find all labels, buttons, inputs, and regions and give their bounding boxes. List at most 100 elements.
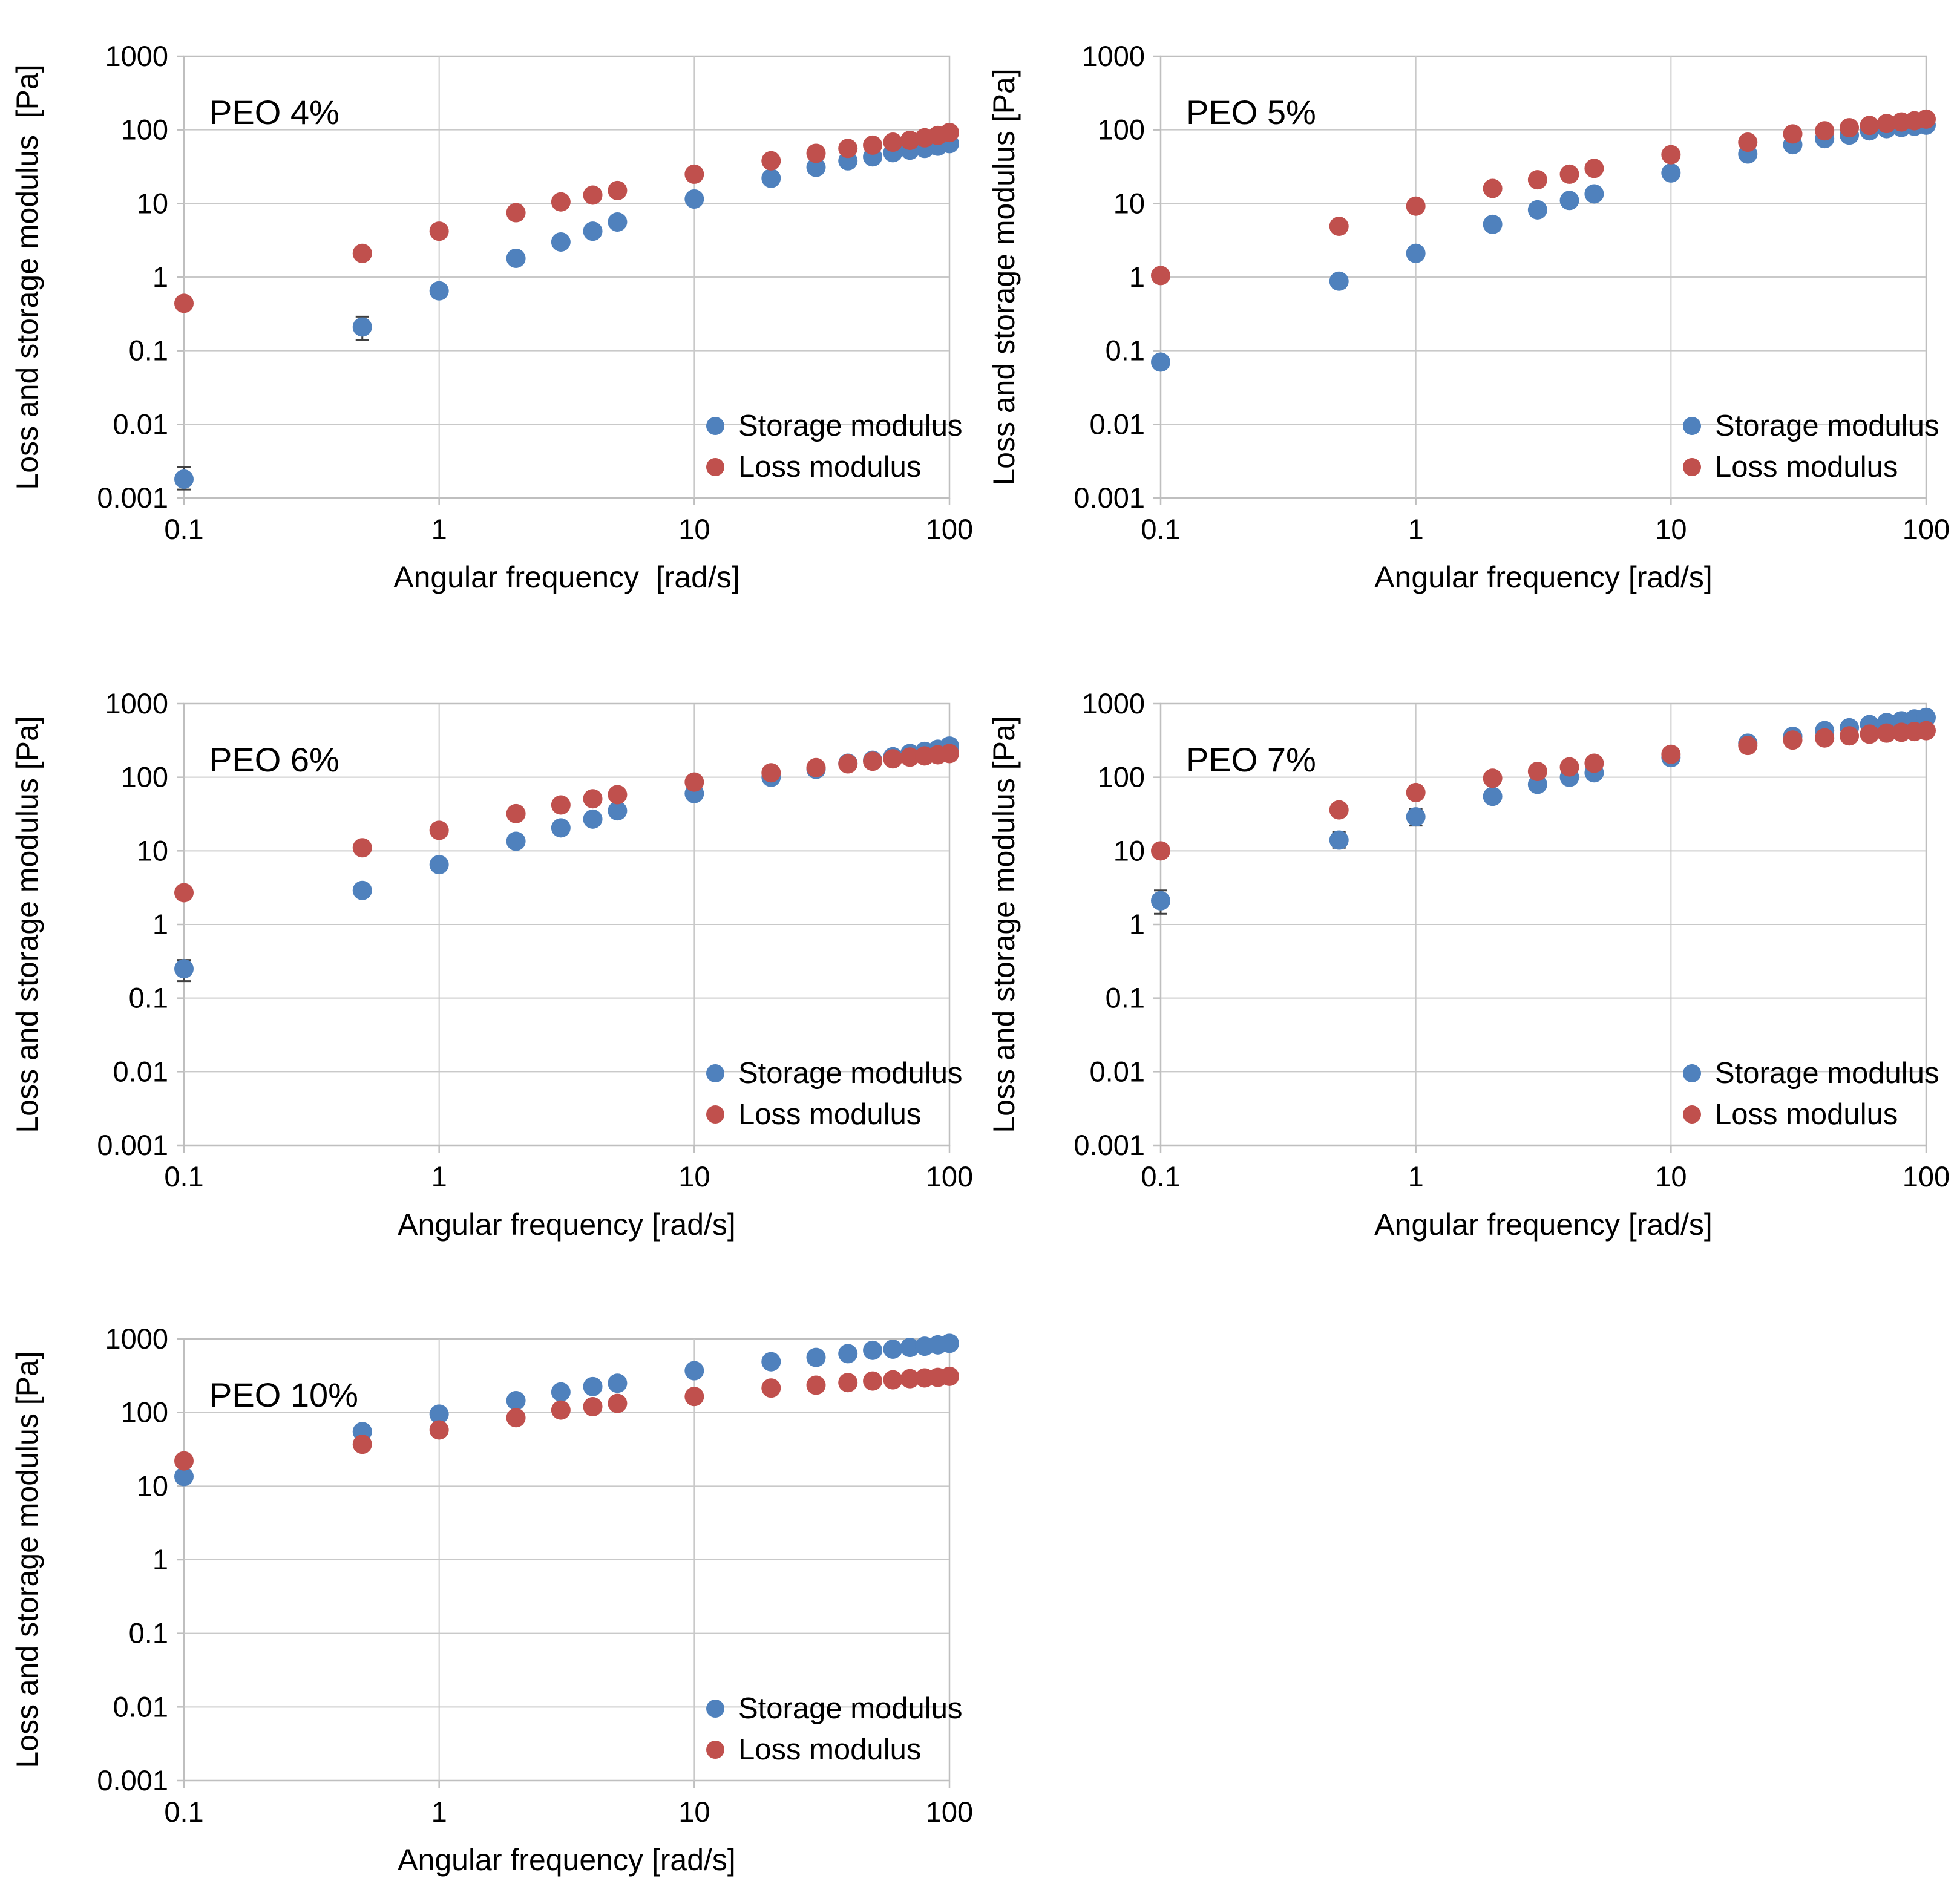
data-point	[806, 1375, 826, 1395]
data-point	[940, 744, 959, 764]
data-point	[506, 831, 526, 851]
x-tick-label: 1	[431, 513, 447, 545]
x-tick-label: 100	[926, 513, 973, 545]
data-point	[1584, 753, 1604, 773]
y-tick-label: 0.001	[97, 482, 168, 514]
legend-storage-icon	[1683, 1064, 1701, 1082]
data-point	[838, 754, 858, 774]
legend-loss-label: Loss modulus	[1715, 451, 1898, 483]
data-point	[429, 1420, 449, 1440]
series-loss	[174, 123, 959, 313]
y-tick-label: 10	[137, 187, 168, 219]
y-tick-label: 0.01	[113, 1690, 168, 1722]
data-point	[1559, 164, 1579, 184]
data-point	[684, 189, 704, 209]
legend-loss-icon	[706, 458, 724, 476]
data-point	[1527, 200, 1547, 220]
data-point	[806, 157, 826, 177]
data-point	[1860, 116, 1880, 136]
series-loss	[174, 744, 959, 903]
data-point	[1483, 787, 1503, 806]
x-tick-label: 1	[431, 1160, 447, 1192]
data-point	[429, 855, 449, 875]
x-tick-label: 10	[1655, 1160, 1687, 1192]
data-point	[1559, 757, 1579, 777]
data-point	[1661, 744, 1681, 764]
data-point	[583, 185, 603, 205]
data-point	[429, 1404, 449, 1424]
data-point	[1406, 243, 1426, 263]
data-point	[806, 1347, 826, 1367]
data-point	[900, 747, 920, 767]
legend-loss-icon	[1683, 458, 1701, 476]
data-point	[1840, 118, 1860, 138]
data-point	[1584, 184, 1604, 204]
data-point	[506, 203, 526, 223]
data-point	[551, 1382, 571, 1402]
x-tick-label: 1	[1408, 1160, 1424, 1192]
y-tick-label: 0.001	[1074, 1129, 1145, 1161]
y-tick-label: 1	[152, 908, 168, 940]
legend-storage-label: Storage modulus	[738, 410, 962, 442]
data-point	[838, 1373, 858, 1393]
y-tick-label: 0.001	[97, 1764, 168, 1796]
data-point	[940, 123, 959, 143]
data-point	[1783, 124, 1803, 144]
y-tick-label: 1000	[105, 1323, 168, 1355]
data-point	[1151, 352, 1170, 372]
series-loss	[1151, 721, 1936, 861]
data-point	[761, 168, 781, 188]
legend-storage-label: Storage modulus	[738, 1692, 962, 1725]
data-point	[1877, 723, 1896, 743]
data-point	[1738, 736, 1758, 756]
data-point	[583, 1376, 603, 1396]
data-point	[352, 880, 372, 900]
data-point	[1584, 159, 1604, 178]
data-point	[1527, 762, 1547, 782]
legend-loss-icon	[706, 1105, 724, 1124]
legend-storage-icon	[706, 1064, 724, 1082]
data-point	[608, 1393, 628, 1413]
data-point	[1483, 214, 1503, 234]
x-axis-title: Angular frequency [rad/s]	[1374, 1208, 1713, 1242]
data-point	[900, 131, 920, 151]
data-point	[1329, 830, 1349, 850]
data-point	[761, 1352, 781, 1372]
data-point	[900, 1369, 920, 1389]
data-point	[863, 135, 883, 155]
data-point	[506, 248, 526, 268]
data-point	[1329, 800, 1349, 820]
data-point	[583, 809, 603, 829]
data-point	[863, 751, 883, 771]
data-point	[583, 221, 603, 241]
x-axis-title: Angular frequency [rad/s]	[1374, 560, 1713, 594]
data-point	[1406, 807, 1426, 827]
data-point	[1916, 721, 1936, 741]
chart-cell-peo-6: 1000 100 10 1 0.1 0.01 0.001 0.1 1 10 100 Angular f…	[8, 652, 977, 1275]
x-tick-label: 10	[1655, 513, 1687, 545]
chart-title: PEO 7%	[1186, 741, 1316, 779]
data-point	[863, 1371, 883, 1391]
data-point	[429, 820, 449, 840]
data-point	[608, 785, 628, 805]
y-tick-label: 0.1	[1106, 982, 1145, 1014]
y-axis-title: Loss and storage modulus [Pa]	[10, 716, 44, 1133]
data-point	[1151, 891, 1170, 911]
x-axis-title: Angular frequency [rad/s]	[393, 560, 740, 594]
x-tick-label: 0.1	[164, 513, 203, 545]
data-point	[429, 281, 449, 301]
data-point	[1860, 724, 1880, 744]
data-point	[761, 763, 781, 783]
y-tick-label: 100	[121, 1396, 168, 1428]
legend-storage-icon	[706, 417, 724, 435]
data-point	[806, 757, 826, 777]
x-tick-label: 1	[1408, 513, 1424, 545]
x-tick-label: 0.1	[1141, 1160, 1180, 1192]
legend-loss-icon	[706, 1741, 724, 1759]
data-point	[1916, 109, 1936, 129]
x-tick-label: 10	[678, 1160, 710, 1192]
y-tick-label: 0.01	[113, 1055, 168, 1087]
